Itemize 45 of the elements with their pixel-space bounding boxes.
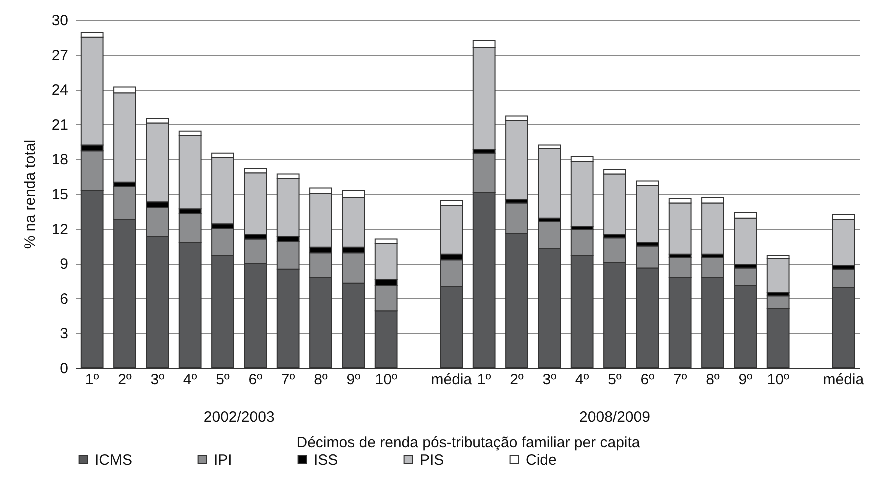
x-tick-label: 8º xyxy=(314,372,328,388)
x-tick-label: 1º xyxy=(477,372,492,388)
text: 2008/2009 xyxy=(580,409,650,426)
bar xyxy=(766,258,790,294)
legend-label: Cide xyxy=(526,452,557,469)
x-tick-label: 4º xyxy=(183,372,198,388)
x-tick-label: 2º xyxy=(510,372,524,388)
legend-label: PIS xyxy=(420,452,444,469)
y-tick-label: 24 xyxy=(52,82,68,100)
y-tick-label: 30 xyxy=(52,12,68,30)
x-tick-label: média xyxy=(431,372,473,388)
y-tick-label: 27 xyxy=(52,47,68,64)
y-axis-title: % na renda total xyxy=(22,140,39,250)
legend-label: ISS xyxy=(314,452,338,469)
y-tick-label: 12 xyxy=(52,221,68,238)
x-tick-label: média xyxy=(823,372,865,388)
y-tick-label: 15 xyxy=(52,186,68,204)
x-tick-label: 2º xyxy=(118,372,132,388)
x-tick-label: 9º xyxy=(738,372,754,388)
y-tick-label: 3 xyxy=(60,326,68,343)
bar xyxy=(538,148,562,219)
y-tick-label: 6 xyxy=(60,290,68,308)
legend-label: ICMS xyxy=(95,452,132,469)
x-axis-title: Décimos de renda pós-tributação familiar per capita xyxy=(296,434,641,452)
x-tick-label: 4º xyxy=(575,372,590,388)
x-tick-label: 3º xyxy=(542,372,558,388)
x-tick-label: 8º xyxy=(706,372,720,388)
x-tick-label: 6º xyxy=(640,372,656,388)
x-tick-label: 1º xyxy=(85,372,100,388)
bar xyxy=(506,120,528,200)
x-tick-label: 10º xyxy=(767,372,790,388)
x-tick-label: 3º xyxy=(150,372,166,388)
x-tick-label: 9º xyxy=(346,372,362,388)
x-tick-label: 6º xyxy=(248,372,264,388)
x-tick-label: 10º xyxy=(375,372,398,388)
x-tick-label: 7º xyxy=(673,372,688,388)
y-tick-label: 18 xyxy=(52,152,68,169)
y-tick-label: 0 xyxy=(60,360,68,378)
x-tick-label: 5º xyxy=(216,372,230,388)
y-tick-label: 9 xyxy=(60,256,68,274)
x-tick-label: 5º xyxy=(608,372,622,388)
legend-label: IPI xyxy=(214,452,232,469)
x-tick-label: 7º xyxy=(281,372,296,388)
text: 2002/2003 xyxy=(204,409,275,426)
y-tick-label: 21 xyxy=(52,116,68,134)
